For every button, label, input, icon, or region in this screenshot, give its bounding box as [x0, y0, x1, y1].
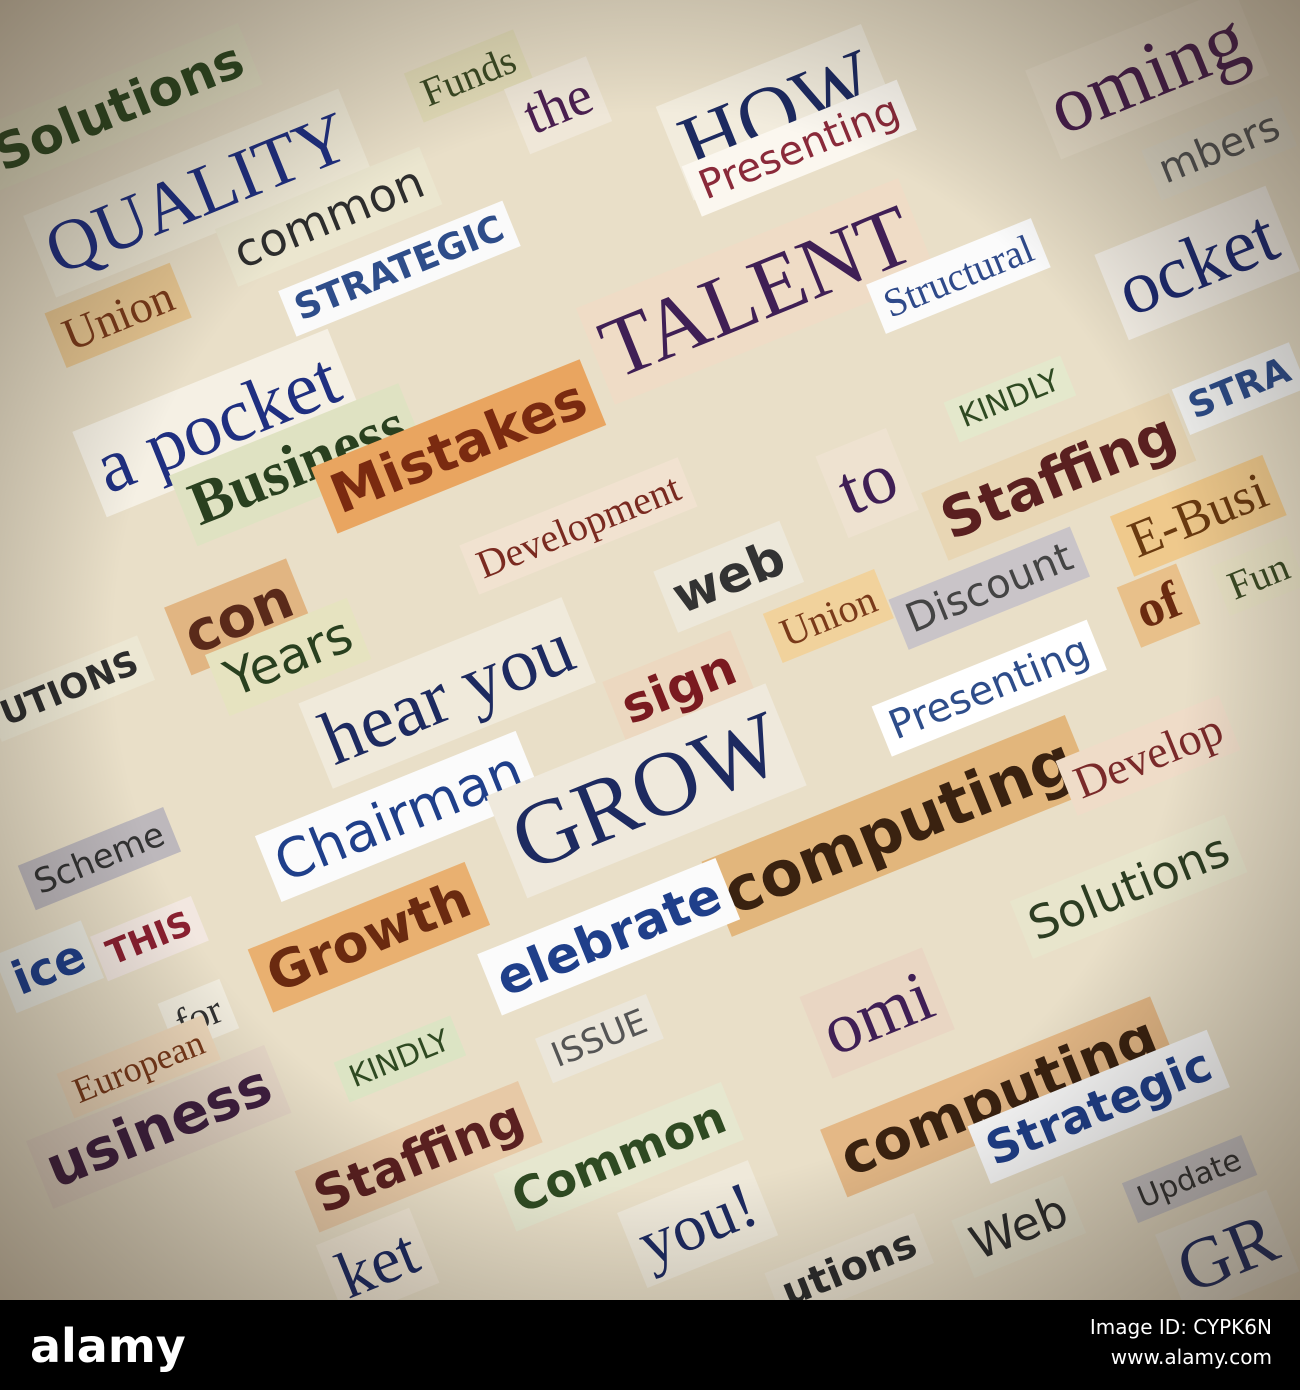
logo: alamy [30, 1319, 186, 1373]
image-id: Image ID: CYPK6N [1090, 1315, 1272, 1339]
watermark-bar [0, 1300, 1300, 1390]
url: www.alamy.com [1111, 1345, 1272, 1369]
